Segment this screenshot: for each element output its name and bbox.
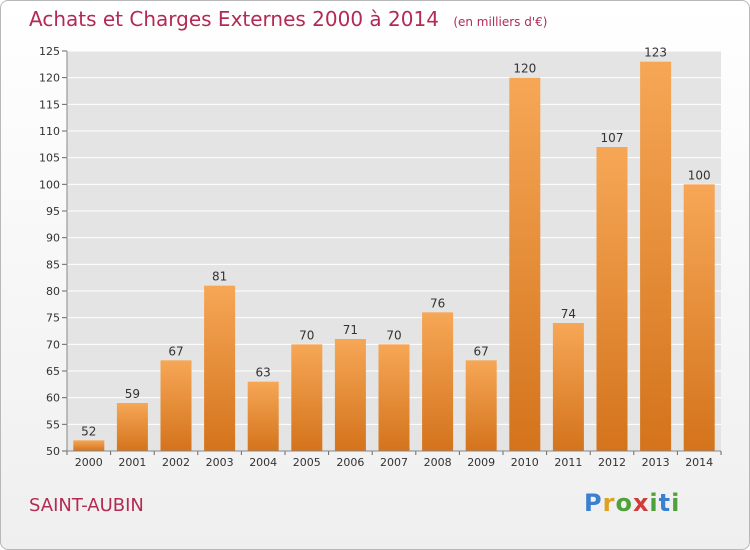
- bar-2004: [247, 381, 279, 451]
- city-name: SAINT-AUBIN: [29, 495, 144, 516]
- bar-2002: [160, 360, 192, 451]
- x-tick-label: 2006: [336, 456, 364, 469]
- bar-2000: [73, 440, 105, 451]
- proxiti-logo: Proxiti: [584, 489, 681, 517]
- bar-value-label: 76: [430, 296, 445, 310]
- bar-2005: [291, 344, 323, 451]
- x-tick-label: 2005: [293, 456, 321, 469]
- bar-2007: [378, 344, 410, 451]
- x-tick-label: 2002: [162, 456, 190, 469]
- y-tick-label: 115: [39, 98, 60, 111]
- x-tick-label: 2003: [206, 456, 234, 469]
- bar-2003: [204, 285, 236, 451]
- bars: 52 59 67 81 63 70 71 70 76 67 120 74 107 123 100: [73, 46, 715, 452]
- x-tick-label: 2001: [118, 456, 146, 469]
- y-tick-label: 70: [46, 338, 60, 351]
- bar-2006: [334, 339, 366, 451]
- x-tick-label: 2004: [249, 456, 277, 469]
- y-tick-label: 125: [39, 45, 60, 58]
- y-tick-label: 120: [39, 72, 60, 85]
- y-tick-label: 60: [46, 392, 60, 405]
- bar-2010: [509, 77, 541, 452]
- y-tick-label: 80: [46, 285, 60, 298]
- x-tick-label: 2009: [467, 456, 495, 469]
- x-axis: 2000 2001 2002 2003 2004 2005 2006 2007 2008 2009…: [66, 450, 722, 469]
- chart-title-text: Achats et Charges Externes 2000 à 2014: [29, 7, 439, 31]
- y-tick-label: 50: [46, 445, 60, 458]
- x-tick-label: 2000: [75, 456, 103, 469]
- bar-2011: [552, 323, 584, 451]
- bar-value-label: 70: [386, 328, 401, 342]
- x-tick-label: 2011: [554, 456, 582, 469]
- bar-value-label: 52: [81, 424, 96, 438]
- bar-value-label: 107: [601, 131, 624, 145]
- y-tick-label: 85: [46, 258, 60, 271]
- bar-value-label: 59: [125, 387, 140, 401]
- bar-value-label: 74: [561, 307, 576, 321]
- bar-value-label: 100: [688, 168, 711, 182]
- bar-value-label: 70: [299, 328, 314, 342]
- bar-value-label: 120: [513, 62, 536, 76]
- y-tick-label: 75: [46, 312, 60, 325]
- x-tick-label: 2012: [598, 456, 626, 469]
- y-tick-label: 105: [39, 152, 60, 165]
- x-tick-label: 2014: [685, 456, 713, 469]
- x-tick-label: 2008: [424, 456, 452, 469]
- chart-title: Achats et Charges Externes 2000 à 2014 (…: [29, 7, 547, 31]
- y-tick-label: 100: [39, 178, 60, 191]
- bar-value-label: 81: [212, 270, 227, 284]
- bar-value-label: 67: [474, 344, 489, 358]
- x-tick-label: 2013: [642, 456, 670, 469]
- bar-value-label: 63: [256, 366, 271, 380]
- bar-2008: [422, 312, 454, 451]
- x-tick-label: 2010: [511, 456, 539, 469]
- y-tick-label: 95: [46, 205, 60, 218]
- bar-value-label: 67: [168, 344, 183, 358]
- bar-2009: [465, 360, 497, 451]
- bar-2013: [640, 61, 672, 452]
- bar-2012: [596, 147, 628, 451]
- y-axis: 50 55 60 65 70 75 80 85 90 95 100 105 110 115 120 125: [39, 45, 68, 458]
- y-tick-label: 65: [46, 365, 60, 378]
- bar-2014: [683, 184, 715, 452]
- y-tick-label: 110: [39, 125, 60, 138]
- chart-unit: (en milliers d'€): [453, 15, 548, 29]
- bar-value-label: 123: [644, 46, 667, 60]
- bar-2001: [116, 403, 148, 451]
- bar-value-label: 71: [343, 323, 358, 337]
- y-tick-label: 90: [46, 232, 60, 245]
- x-tick-label: 2007: [380, 456, 408, 469]
- y-tick-label: 55: [46, 418, 60, 431]
